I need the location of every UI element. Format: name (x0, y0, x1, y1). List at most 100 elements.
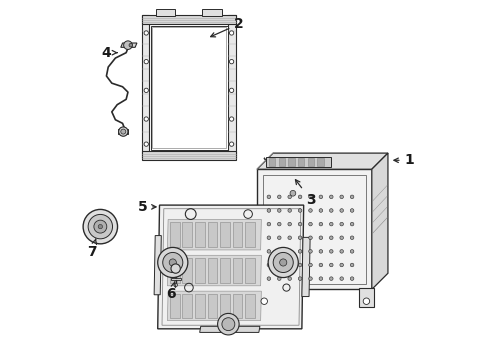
Polygon shape (167, 291, 261, 320)
Circle shape (171, 264, 180, 273)
Circle shape (83, 210, 117, 244)
Circle shape (277, 209, 281, 212)
Polygon shape (158, 205, 303, 329)
Circle shape (121, 129, 125, 134)
Polygon shape (142, 15, 235, 24)
Bar (182, 294, 192, 318)
Circle shape (319, 209, 322, 212)
Circle shape (277, 263, 281, 267)
Circle shape (339, 249, 343, 253)
Circle shape (289, 190, 295, 196)
Circle shape (266, 277, 270, 280)
Circle shape (363, 298, 369, 305)
Circle shape (144, 31, 148, 35)
Circle shape (277, 277, 281, 280)
Bar (287, 158, 294, 166)
Circle shape (339, 263, 343, 267)
Bar (244, 222, 254, 247)
Polygon shape (301, 237, 309, 297)
Circle shape (123, 41, 132, 49)
Circle shape (319, 249, 322, 253)
Circle shape (339, 277, 343, 280)
Bar (220, 222, 229, 247)
Text: 2: 2 (210, 17, 244, 37)
Bar (195, 222, 204, 247)
Bar (278, 158, 285, 166)
Circle shape (287, 222, 291, 226)
Circle shape (329, 209, 332, 212)
Polygon shape (257, 153, 387, 169)
Circle shape (329, 277, 332, 280)
Bar (182, 258, 192, 283)
Circle shape (158, 247, 187, 278)
Polygon shape (167, 255, 261, 286)
Circle shape (287, 195, 291, 199)
Circle shape (279, 259, 286, 266)
Bar (152, 27, 226, 148)
Polygon shape (257, 169, 371, 289)
Circle shape (277, 195, 281, 199)
Circle shape (298, 209, 301, 212)
Circle shape (319, 277, 322, 280)
Circle shape (144, 59, 148, 64)
Bar (155, 9, 175, 17)
Circle shape (298, 249, 301, 253)
Circle shape (88, 215, 112, 239)
Circle shape (339, 222, 343, 226)
Circle shape (349, 277, 353, 280)
Text: 7: 7 (87, 239, 97, 259)
Text: 6: 6 (166, 282, 176, 301)
Circle shape (229, 88, 233, 93)
Circle shape (298, 195, 301, 199)
Polygon shape (257, 288, 271, 307)
Circle shape (349, 263, 353, 267)
Circle shape (287, 263, 291, 267)
Bar (169, 258, 179, 283)
Circle shape (144, 88, 148, 93)
Text: 1: 1 (393, 153, 413, 167)
Circle shape (119, 127, 128, 136)
Polygon shape (286, 186, 299, 201)
Circle shape (266, 263, 270, 267)
Circle shape (308, 249, 312, 253)
Circle shape (298, 263, 301, 267)
Circle shape (229, 59, 233, 64)
Circle shape (277, 249, 281, 253)
Circle shape (339, 195, 343, 199)
Bar (297, 158, 304, 166)
Circle shape (129, 43, 132, 47)
Bar (232, 222, 242, 247)
Circle shape (267, 247, 298, 278)
Circle shape (349, 249, 353, 253)
Circle shape (217, 314, 239, 335)
Polygon shape (142, 15, 149, 158)
Circle shape (277, 236, 281, 239)
Circle shape (349, 209, 353, 212)
Circle shape (261, 298, 267, 305)
Circle shape (266, 236, 270, 239)
Circle shape (98, 225, 102, 229)
Bar (207, 222, 217, 247)
Polygon shape (359, 288, 373, 307)
Bar (232, 294, 242, 318)
Circle shape (266, 222, 270, 226)
Polygon shape (118, 129, 128, 134)
Circle shape (144, 117, 148, 121)
Circle shape (308, 263, 312, 267)
Circle shape (329, 195, 332, 199)
Circle shape (319, 236, 322, 239)
Circle shape (308, 222, 312, 226)
Bar (150, 26, 227, 149)
Polygon shape (199, 326, 260, 332)
Bar (195, 294, 204, 318)
Bar (307, 158, 313, 166)
Circle shape (329, 222, 332, 226)
Circle shape (266, 249, 270, 253)
Bar (169, 222, 179, 247)
Circle shape (266, 209, 270, 212)
Bar (265, 157, 330, 167)
Circle shape (319, 195, 322, 199)
Polygon shape (121, 43, 137, 47)
Bar (169, 294, 179, 318)
Circle shape (266, 195, 270, 199)
